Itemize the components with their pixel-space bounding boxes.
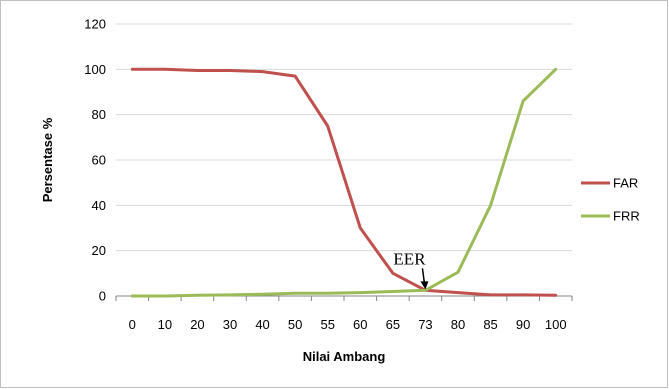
x-axis-label: Nilai Ambang bbox=[303, 349, 386, 364]
series-line-far bbox=[130, 67, 558, 297]
x-tick-label: 100 bbox=[545, 317, 567, 332]
x-tick-label: 80 bbox=[451, 317, 465, 332]
x-tick-label: 30 bbox=[223, 317, 237, 332]
x-tick-label: 73 bbox=[418, 317, 432, 332]
series-lines bbox=[130, 67, 558, 298]
y-tick-label: 80 bbox=[92, 107, 106, 122]
annotations: EER bbox=[393, 249, 429, 290]
gridlines bbox=[116, 23, 572, 252]
x-tick-label: 85 bbox=[483, 317, 497, 332]
legend-label-frr: FRR bbox=[613, 209, 640, 224]
x-tick-labels: 0 10 20 30 40 50 55 60 65 73 80 85 90 100 bbox=[129, 317, 567, 332]
x-tick-label: 10 bbox=[158, 317, 172, 332]
annotation-arrow bbox=[421, 268, 426, 284]
annotation-arrowhead bbox=[420, 281, 429, 290]
legend-label-far: FAR bbox=[613, 176, 638, 191]
legend: FAR FRR bbox=[581, 176, 640, 224]
annotation-label: EER bbox=[393, 249, 426, 268]
y-tick-label: 100 bbox=[84, 62, 106, 77]
x-tick-label: 90 bbox=[516, 317, 530, 332]
x-tick-label: 0 bbox=[129, 317, 136, 332]
x-tick-label: 20 bbox=[190, 317, 204, 332]
y-tick-labels: 0 20 40 60 80 100 120 bbox=[84, 17, 106, 304]
y-tick-label: 20 bbox=[92, 243, 106, 258]
y-tick-label: 120 bbox=[84, 17, 106, 32]
y-tick-label: 40 bbox=[92, 198, 106, 213]
x-tick-label: 60 bbox=[353, 317, 367, 332]
y-tick-label: 0 bbox=[99, 289, 106, 304]
x-tick-label: 65 bbox=[386, 317, 400, 332]
x-tick-label: 40 bbox=[255, 317, 269, 332]
series-line-frr bbox=[130, 67, 558, 298]
y-axis-label: Persentase % bbox=[40, 117, 55, 202]
y-tick-label: 60 bbox=[92, 153, 106, 168]
x-tick-label: 50 bbox=[288, 317, 302, 332]
x-tick-label: 55 bbox=[320, 317, 334, 332]
